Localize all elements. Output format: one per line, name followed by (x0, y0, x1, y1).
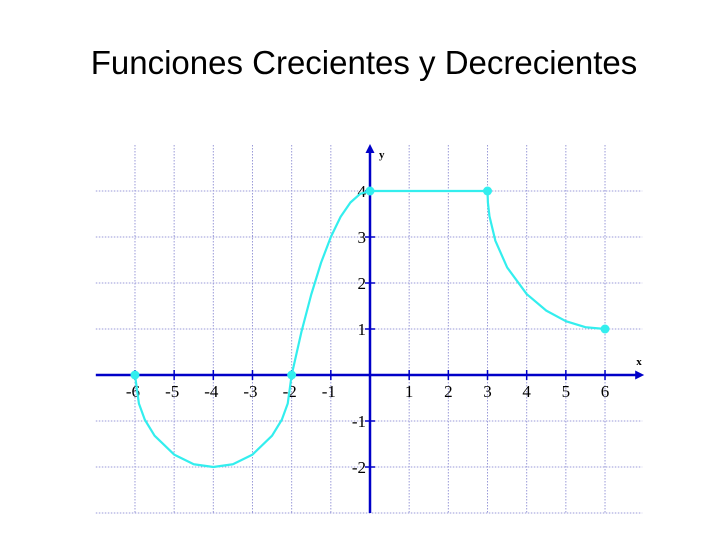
x-tick-label: -4 (204, 382, 219, 401)
function-curve-segment (133, 374, 293, 469)
y-axis-label: y (379, 149, 385, 161)
endpoint-marker (483, 186, 493, 196)
x-tick-label: 4 (522, 382, 531, 401)
endpoint-marker (130, 370, 140, 380)
x-tick-label: -1 (322, 382, 336, 401)
y-tick-label: 4 (358, 182, 367, 201)
x-axis-arrow-icon (635, 370, 645, 380)
x-tick-label: 2 (444, 382, 453, 401)
endpoint-marker (287, 370, 297, 380)
x-tick-label: 1 (405, 382, 414, 401)
y-tick-label: 2 (358, 274, 367, 293)
function-curve-segment (290, 189, 371, 376)
x-tick-label: -5 (165, 382, 179, 401)
y-tick-label: -1 (352, 412, 366, 431)
x-tick-label: 6 (601, 382, 610, 401)
x-tick-label: 5 (562, 382, 571, 401)
function-curve-segment (486, 190, 606, 331)
x-axis-label: x (636, 356, 642, 368)
endpoint-marker (600, 324, 610, 334)
x-tick-label: -3 (243, 382, 257, 401)
endpoint-marker (365, 186, 375, 196)
y-axis-arrow-icon (365, 144, 375, 153)
x-tick-label: 3 (483, 382, 492, 401)
y-tick-label: -2 (352, 458, 366, 477)
slide-title: Funciones Crecientes y Decrecientes (90, 44, 638, 81)
y-tick-label: 1 (358, 320, 367, 339)
y-tick-label: 3 (358, 228, 367, 247)
